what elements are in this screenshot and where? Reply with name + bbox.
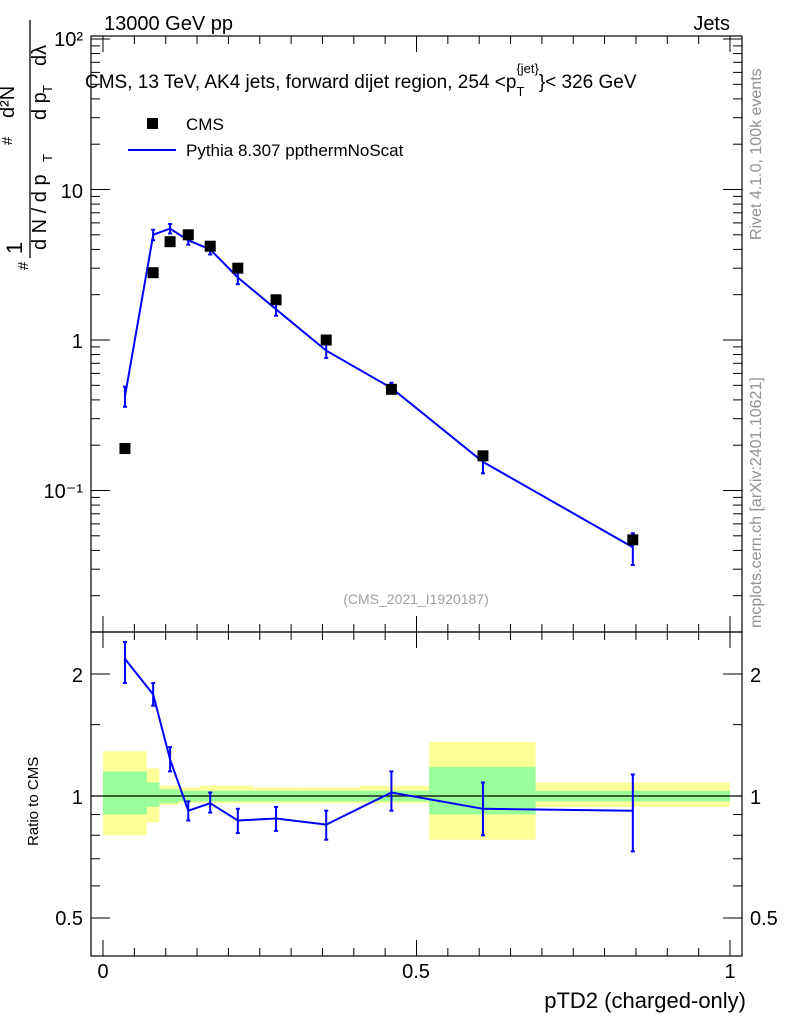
analysis-watermark: (CMS_2021_I1920187) (343, 591, 489, 607)
ytick-label-0: 10⁻¹ (44, 481, 84, 503)
cms-data-point (204, 240, 216, 252)
x-axis-label: pTD2 (charged-only) (544, 988, 746, 1013)
cms-data-point (627, 534, 639, 546)
main-axis-ticks (91, 36, 742, 632)
cms-data-point (147, 267, 159, 279)
xtick-label-1: 0.5 (402, 961, 430, 983)
svg-text:d N / d p: d N / d p (29, 174, 51, 250)
svg-text:T: T (40, 154, 55, 162)
ytick-label-1: 1 (72, 331, 83, 353)
main-title: CMS, 13 TeV, AK4 jets, forward dijet reg… (85, 61, 637, 99)
ratio-ytick-label-right-2: 2 (750, 665, 761, 687)
ytick-label-3: 10² (54, 29, 83, 51)
pythia-series-line (123, 227, 634, 549)
main-data-layer (119, 222, 639, 566)
xtick-label-0: 0 (97, 961, 108, 983)
ratio-ytick-label-2: 2 (72, 665, 83, 687)
cms-data-point (119, 443, 131, 455)
cms-data-point (385, 383, 397, 395)
svg-text:d p: d p (29, 92, 51, 120)
svg-text:T: T (40, 85, 55, 93)
ratio-axis-ticks (91, 632, 742, 956)
rivet-label: Rivet 4.1.0, 100k events (748, 68, 765, 240)
svg-text:#: # (0, 136, 16, 145)
mcplots-label: mcplots.cern.ch [arXiv:2401.10621] (748, 377, 765, 628)
legend-marker-cms (147, 118, 158, 129)
ratio-ytick-label-0: 0.5 (55, 908, 83, 930)
main-ylabel: # 1 d N / d p T # d²N d p T dλ (0, 20, 55, 270)
legend-label-cms: CMS (186, 115, 224, 134)
svg-text:#: # (15, 261, 32, 270)
xtick-label-2: 1 (724, 961, 735, 983)
cms-data-point (232, 262, 244, 274)
ratio-data-layer (122, 640, 635, 853)
cms-data-point (164, 236, 176, 248)
cms-data-point (477, 450, 489, 462)
cms-data-point (320, 334, 332, 346)
ratio-stat-band (146, 782, 160, 807)
svg-text:1: 1 (2, 242, 27, 254)
ratio-stat-band (103, 771, 147, 815)
ratio-ylabel: Ratio to CMS (25, 757, 42, 846)
cms-data-point (182, 229, 194, 241)
legend-label-pythia: Pythia 8.307 ppthermNoScat (186, 141, 404, 160)
ratio-ytick-label-1: 1 (72, 787, 83, 809)
collider-label: 13000 GeV pp (104, 13, 233, 35)
ratio-bands (103, 741, 730, 840)
svg-text:dλ: dλ (29, 45, 51, 66)
analysis-tag: Jets (693, 13, 730, 35)
cms-data-point (270, 294, 282, 306)
ratio-ytick-label-right-0: 0.5 (750, 908, 778, 930)
ratio-ytick-label-right-1: 1 (750, 787, 761, 809)
legend: CMS Pythia 8.307 ppthermNoScat (128, 115, 404, 160)
ytick-label-2: 10 (61, 181, 83, 203)
svg-text:d²N: d²N (0, 86, 19, 118)
